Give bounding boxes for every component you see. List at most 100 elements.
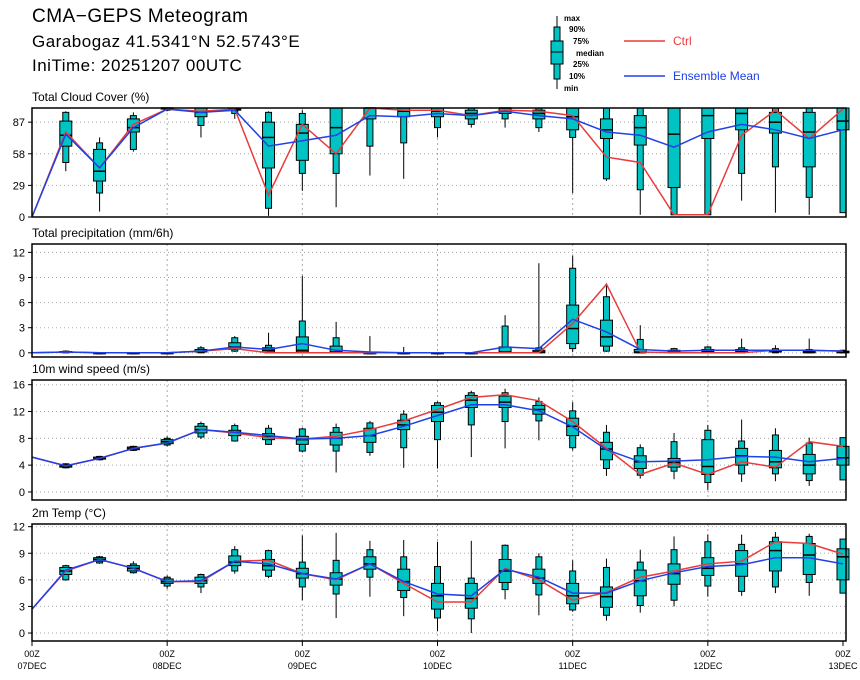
panel-title: 2m Temp (°C)	[32, 506, 106, 520]
box-p25-p75	[768, 541, 782, 572]
x-tick-hour: 00Z	[430, 649, 446, 659]
box-p25-p75	[735, 107, 749, 131]
y-tick-label: 16	[13, 380, 25, 392]
x-tick-date: 07DEC	[17, 661, 47, 671]
box-step-24	[836, 538, 850, 594]
mean-series-line	[31, 318, 844, 354]
legend-label-max: max	[564, 14, 581, 23]
panel-2: 10m wind speed (m/s) 0 4 8 12 16	[13, 362, 850, 501]
y-tick-label: 0	[19, 628, 25, 640]
panel-0: Total Cloud Cover (%) 0 29 58 87	[13, 90, 850, 224]
legend-ctrl-label: Ctrl	[673, 34, 692, 48]
box-step-17	[599, 558, 613, 621]
box-step-2	[93, 137, 107, 212]
box-step-24	[836, 107, 850, 214]
y-tick-label: 4	[19, 460, 25, 472]
box-p25-p75	[228, 342, 242, 350]
box-p25-p75	[262, 558, 276, 571]
chart-title: CMA−GEPS Meteogram	[32, 6, 249, 27]
x-tick-date: 12DEC	[693, 661, 723, 671]
box-p25-p75	[93, 148, 107, 182]
mean-series-line	[31, 404, 844, 467]
y-tick-label: 9	[19, 548, 25, 560]
box-step-6	[228, 546, 242, 574]
x-tick-hour: 00Z	[700, 649, 716, 659]
y-tick-label: 12	[13, 407, 25, 419]
x-tick-hour: 00Z	[565, 649, 581, 659]
box-step-7	[262, 111, 276, 216]
mean-series-line	[31, 556, 844, 610]
box-step-17	[599, 283, 613, 352]
x-tick-date: 09DEC	[288, 661, 318, 671]
box-step-13	[464, 107, 478, 128]
box-p25-p75	[836, 107, 850, 131]
panel-frame	[31, 107, 847, 218]
panel-3: 2m Temp (°C) 0 3 6 9 12	[13, 506, 850, 642]
legend-mean-label: Ensemble Mean	[673, 69, 760, 83]
box-step-23	[802, 338, 816, 354]
panel-1: Total precipitation (mm/6h) 0 3 6 9 12	[13, 226, 850, 360]
box-step-19	[667, 107, 681, 216]
box-p25-p75	[802, 453, 816, 475]
box-step-23	[802, 107, 816, 215]
y-tick-label: 12	[13, 522, 25, 534]
box-step-21	[735, 419, 749, 482]
legend-label-p75: 75%	[573, 37, 589, 46]
box-step-9	[329, 321, 343, 354]
legend-label-p25: 25%	[573, 60, 589, 69]
panel-frame	[31, 379, 847, 501]
box-p25-p75	[802, 111, 816, 168]
box-step-15	[532, 263, 546, 354]
box-step-17	[599, 107, 613, 182]
box-p25-p75	[836, 445, 850, 466]
y-tick-label: 9	[19, 272, 25, 284]
legend-label-p10: 10%	[569, 72, 585, 81]
box-step-13	[464, 390, 478, 458]
box-p25-p75	[599, 118, 613, 140]
box-p10-p90	[670, 441, 678, 472]
panel-frame	[31, 243, 847, 358]
box-step-12	[431, 541, 444, 632]
panel-title: Total precipitation (mm/6h)	[32, 226, 173, 240]
box-step-9	[329, 107, 343, 208]
box-step-8	[295, 110, 309, 191]
box-step-11	[397, 539, 411, 617]
y-tick-label: 6	[19, 575, 25, 587]
legend: max 90% 75% median 25% 10% min Ctrl Ense…	[550, 14, 760, 93]
y-tick-label: 87	[13, 117, 25, 129]
box-p25-p75	[363, 556, 377, 570]
panel-frame	[31, 523, 847, 642]
y-tick-label: 8	[19, 433, 25, 445]
box-p25-p75	[633, 115, 647, 146]
x-tick-date: 08DEC	[153, 661, 183, 671]
y-tick-label: 58	[13, 149, 25, 161]
x-tick-hour: 00Z	[835, 649, 851, 659]
box-step-8	[295, 535, 309, 601]
box-p10-p90	[400, 413, 408, 449]
box-step-13	[464, 540, 478, 634]
box-p25-p75	[599, 319, 613, 347]
y-tick-label: 0	[19, 487, 25, 499]
box-step-1	[59, 564, 73, 581]
y-tick-label: 3	[19, 323, 25, 335]
box-step-22	[768, 531, 782, 594]
panel-title: 10m wind speed (m/s)	[32, 362, 150, 376]
x-tick-date: 13DEC	[828, 661, 858, 671]
box-step-16	[566, 255, 580, 352]
panel-title: Total Cloud Cover (%)	[32, 90, 149, 104]
box-p10-p90	[129, 115, 137, 150]
box-step-12	[431, 107, 444, 138]
x-tick-hour: 00Z	[295, 649, 311, 659]
legend-label-p90: 90%	[569, 25, 585, 34]
y-tick-label: 29	[13, 180, 25, 192]
box-step-5	[194, 573, 208, 594]
box-p25-p75	[431, 107, 444, 118]
box-step-14	[498, 388, 512, 449]
box-step-20	[701, 107, 715, 216]
box-step-22	[768, 107, 782, 213]
box-step-20	[701, 424, 715, 490]
box-step-10	[363, 420, 377, 456]
box-step-10	[363, 540, 377, 597]
legend-label-median: median	[576, 49, 604, 58]
